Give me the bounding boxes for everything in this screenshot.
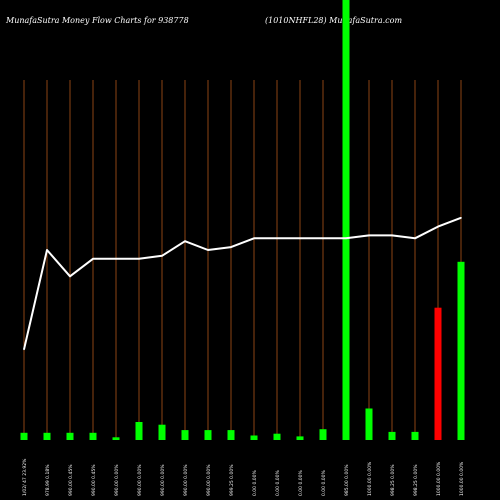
volume-bar xyxy=(411,431,419,440)
chart-header: MunafaSutra Money Flow Charts for 938778… xyxy=(0,16,500,30)
volume-bar xyxy=(158,424,166,440)
x-tick-label: 0.00 0.00% xyxy=(252,470,258,496)
x-tick-label: 990.00 0.00% xyxy=(114,464,120,496)
x-tick-label: 998.25 0.00% xyxy=(413,464,419,496)
volume-bar xyxy=(457,261,465,440)
volume-bar xyxy=(365,408,373,440)
x-tick-label: 1000.00 0.00% xyxy=(459,461,465,496)
chart-subtitle: (1010NHFL28) MunafaSutra.com xyxy=(265,16,403,25)
price-point xyxy=(184,240,186,243)
volume-bar xyxy=(319,429,327,440)
price-point xyxy=(115,257,117,260)
x-tick-label: 1000.00 0.00% xyxy=(367,461,373,496)
x-tick-label: 0.00 0.00% xyxy=(321,470,327,496)
volume-bar xyxy=(66,432,74,440)
price-point xyxy=(345,237,347,240)
x-tick-label: 985.00 0.00% xyxy=(344,464,350,496)
x-tick-label: 1000.00 0.00% xyxy=(436,461,442,496)
price-line xyxy=(23,216,462,350)
x-tick-label: 998.25 0.00% xyxy=(390,464,396,496)
x-tick-label: 978.99 0.18% xyxy=(45,464,51,496)
price-point xyxy=(437,225,439,228)
volume-bar xyxy=(250,435,258,440)
volume-bar xyxy=(89,432,97,440)
x-tick-label: 999.25 0.00% xyxy=(229,464,235,496)
price-point xyxy=(253,237,255,240)
x-tick-label: 990.00 0.45% xyxy=(91,464,97,496)
price-point xyxy=(46,249,48,251)
volume-bar xyxy=(296,436,304,440)
volume-bar xyxy=(204,430,212,440)
price-point xyxy=(230,246,232,248)
x-tick-label: 0.00 0.00% xyxy=(298,470,304,496)
chart-title: MunafaSutra Money Flow Charts for 938778 xyxy=(6,16,189,25)
volume-bar xyxy=(342,0,350,440)
price-point xyxy=(276,237,278,240)
price-point xyxy=(368,234,370,237)
x-tick-label: 990.00 0.00% xyxy=(206,464,212,496)
volume-bar xyxy=(112,437,120,440)
x-tick-label: 990.00 0.00% xyxy=(137,464,143,496)
x-tick-label: 990.00 0.45% xyxy=(68,464,74,496)
volume-bar xyxy=(227,430,235,440)
price-point xyxy=(69,275,71,278)
price-point xyxy=(299,237,301,240)
volume-bar xyxy=(135,422,143,440)
price-point xyxy=(138,257,140,260)
price-point xyxy=(161,255,163,257)
x-tick-label: 990.00 0.00% xyxy=(160,464,166,496)
x-tick-label: 990.00 0.00% xyxy=(183,464,189,496)
volume-bar xyxy=(181,430,189,440)
x-tick-label: 1/02/ 47 23.92% xyxy=(22,458,28,496)
price-point xyxy=(414,237,416,240)
x-tick-label: 0.00 0.00% xyxy=(275,470,281,496)
price-point xyxy=(92,257,94,260)
price-point xyxy=(391,234,393,237)
volume-bar xyxy=(388,431,396,440)
price-point xyxy=(207,249,209,251)
volume-bar xyxy=(434,307,442,440)
volume-bar xyxy=(43,432,51,440)
volume-bar xyxy=(20,432,28,440)
volume-bar xyxy=(273,433,281,440)
price-point xyxy=(460,217,462,219)
price-point xyxy=(23,348,25,351)
price-point xyxy=(322,237,324,240)
